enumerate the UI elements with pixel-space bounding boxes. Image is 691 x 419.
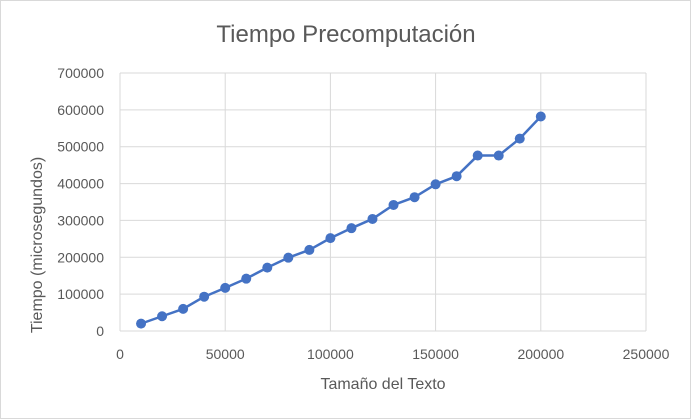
- data-point: [346, 223, 357, 234]
- y-tick-label: 600000: [57, 102, 104, 118]
- data-point: [514, 133, 525, 144]
- x-tick-labels: 0 50000 100000 150000 200000 250000: [116, 346, 669, 362]
- y-axis-title: Tiempo (microsegundos): [29, 157, 46, 333]
- y-tick-label: 200000: [57, 249, 104, 265]
- data-point: [388, 199, 399, 210]
- data-point: [136, 318, 147, 329]
- data-point: [304, 244, 315, 255]
- x-tick-label: 200000: [517, 346, 564, 362]
- data-point: [451, 171, 462, 182]
- data-point: [157, 311, 168, 322]
- data-point: [325, 233, 336, 244]
- data-series: [136, 111, 546, 329]
- data-point: [262, 262, 273, 273]
- y-tick-label: 0: [96, 323, 104, 339]
- data-point: [472, 150, 483, 161]
- data-point: [241, 273, 252, 284]
- data-point: [430, 179, 441, 190]
- data-point: [199, 291, 210, 302]
- data-point: [220, 282, 231, 293]
- y-tick-label: 500000: [57, 139, 104, 155]
- y-tick-label: 300000: [57, 212, 104, 228]
- y-tick-labels: 0 100000 200000 300000 400000 500000 600000 700…: [57, 65, 104, 339]
- x-tick-label: 50000: [206, 346, 245, 362]
- data-point: [409, 192, 420, 203]
- x-tick-label: 250000: [623, 346, 670, 362]
- data-point: [493, 150, 504, 161]
- data-point: [283, 252, 294, 263]
- x-axis-title: Tamaño del Texto: [320, 376, 445, 393]
- y-tick-label: 400000: [57, 176, 104, 192]
- data-point: [535, 111, 546, 122]
- data-point: [178, 303, 189, 314]
- data-point: [367, 213, 378, 224]
- y-tick-label: 700000: [57, 65, 104, 81]
- chart-title: Tiempo Precomputación: [216, 21, 475, 48]
- x-tick-label: 100000: [307, 346, 354, 362]
- x-tick-label: 150000: [412, 346, 459, 362]
- y-tick-label: 100000: [57, 286, 104, 302]
- x-tick-label: 0: [116, 346, 124, 362]
